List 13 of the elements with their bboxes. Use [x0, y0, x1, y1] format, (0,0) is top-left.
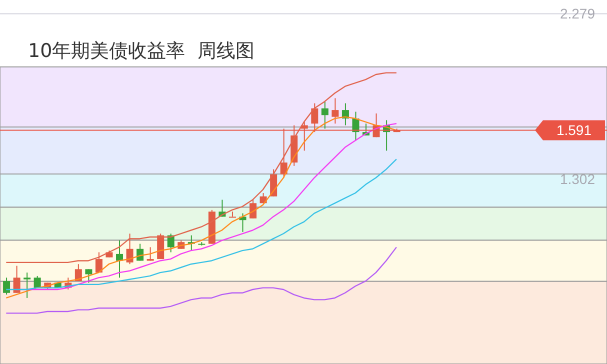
candlestick: [13, 265, 20, 294]
line-series: [6, 246, 398, 314]
candlestick: [250, 199, 257, 219]
candlestick: [24, 272, 31, 298]
y-tick-label: 1.302: [560, 171, 596, 188]
candlestick: [332, 98, 339, 124]
candlestick: [228, 211, 236, 218]
y-tick-label: 2.279: [560, 6, 596, 22]
candlestick: [321, 101, 328, 130]
text: 10年期美债收益率 周线图: [28, 39, 254, 64]
candlestick: [85, 268, 92, 284]
ref-line-label: 1.591: [556, 122, 592, 138]
candlestick: [3, 277, 10, 296]
